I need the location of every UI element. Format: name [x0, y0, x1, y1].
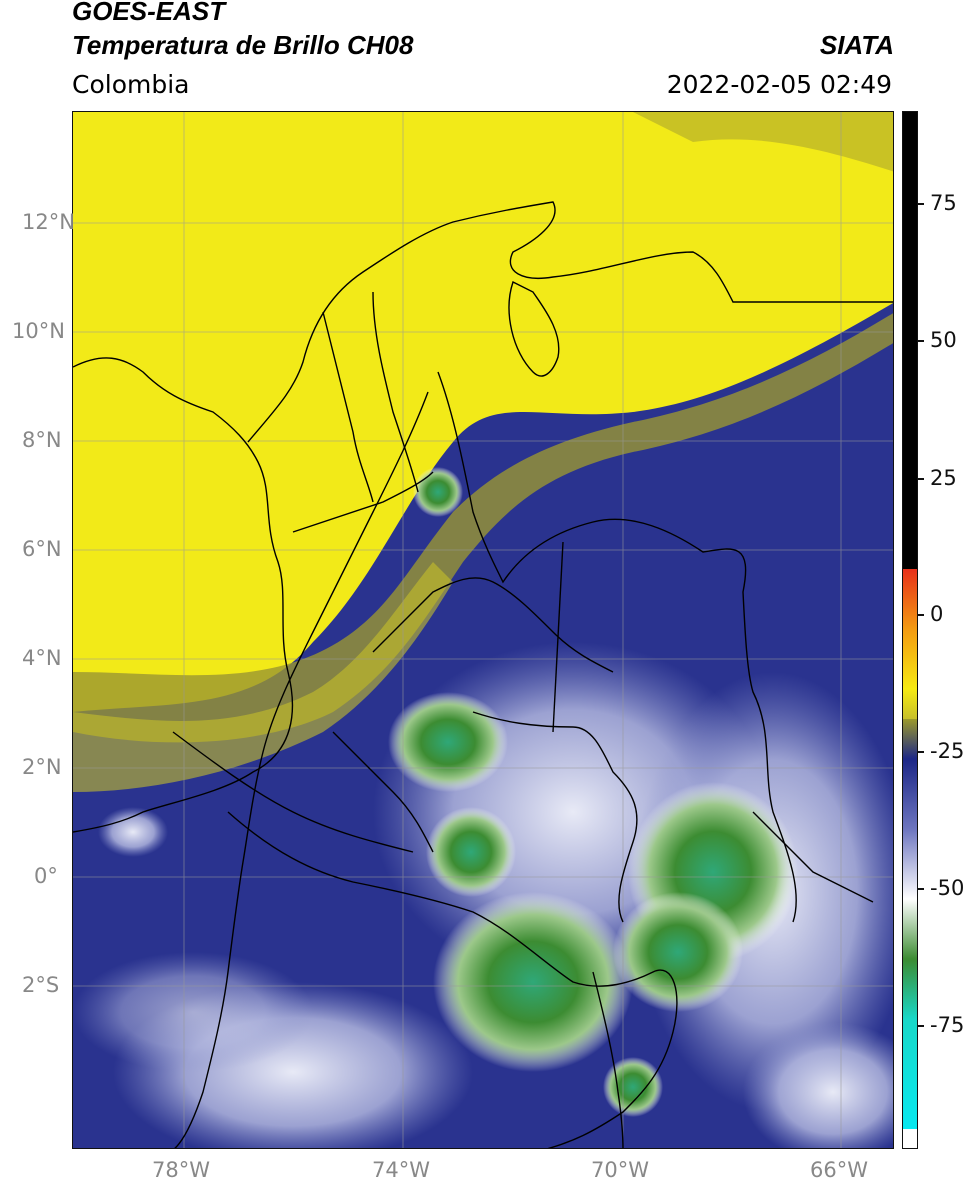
convective-cloud-6	[603, 1057, 663, 1117]
cbar-label-minus25: -25	[930, 739, 965, 763]
convective-cloud-3	[433, 892, 633, 1072]
convective-cloud-5	[613, 892, 743, 1012]
convective-cloud-2	[426, 807, 516, 897]
lon-label-70w: 70°W	[591, 1158, 649, 1182]
lat-label-2s: 2°S	[22, 973, 60, 997]
internal-boundary-2	[372, 577, 614, 673]
colorbar-blue	[903, 759, 917, 899]
lat-label-12n: 12°N	[22, 210, 75, 234]
colorbar-black	[903, 112, 917, 569]
olive-cloud-top	[633, 112, 893, 172]
cbar-label-0: 0	[930, 602, 944, 626]
cbar-tick-minus75	[918, 1025, 924, 1027]
colorbar-green	[903, 899, 917, 1019]
cbar-tick-0	[918, 614, 924, 616]
title-product: Temperatura de Brillo CH08	[72, 30, 414, 60]
colorbar-cyan	[903, 1019, 917, 1129]
title-satellite: GOES-EAST	[72, 0, 226, 26]
org-label: SIATA	[819, 30, 894, 60]
cbar-label-25: 25	[930, 466, 957, 490]
cbar-tick-75	[918, 203, 924, 205]
cbar-tick-25	[918, 478, 924, 480]
lat-label-10n: 10°N	[12, 319, 65, 343]
cbar-label-75: 75	[930, 191, 957, 215]
internal-boundary-9	[592, 971, 624, 1148]
internal-boundary-6	[552, 541, 564, 733]
haze-southeast	[743, 1022, 893, 1148]
border-venezuela	[437, 371, 797, 923]
colorbar	[902, 111, 918, 1149]
internal-boundary-5	[172, 731, 414, 853]
border-east	[752, 811, 874, 903]
border-ecuador-peru	[227, 811, 678, 1148]
cbar-tick-minus25	[918, 751, 924, 753]
graticule	[73, 112, 893, 1148]
internal-boundary-7	[372, 291, 419, 493]
lake-maracaibo	[508, 281, 560, 377]
lat-label-6n: 6°N	[22, 537, 62, 561]
cbar-label-minus75: -75	[930, 1013, 965, 1037]
boundaries	[73, 201, 893, 1148]
internal-boundary-4	[332, 731, 434, 853]
datetime-label: 2022-02-05 02:49	[666, 70, 892, 99]
olive-transition-band	[73, 313, 893, 743]
map-svg	[73, 112, 893, 1148]
internal-boundary-3	[292, 471, 434, 533]
lon-label-78w: 78°W	[152, 1158, 210, 1182]
colorbar-warm	[903, 569, 917, 719]
lat-label-8n: 8°N	[22, 428, 62, 452]
lon-label-74w: 74°W	[372, 1158, 430, 1182]
lat-label-4n: 4°N	[22, 646, 62, 670]
cbar-label-50: 50	[930, 328, 957, 352]
haze-west	[73, 952, 313, 1072]
convective-cloud-7	[413, 467, 463, 517]
cbar-tick-50	[918, 340, 924, 342]
coastline-west	[73, 357, 294, 833]
cbar-label-minus50: -50	[930, 876, 965, 900]
internal-boundary-8	[322, 311, 374, 503]
convective-cloud-1	[388, 692, 508, 792]
cbar-tick-minus50	[918, 888, 924, 890]
colorbar-olive	[903, 719, 917, 759]
internal-boundary-1	[472, 711, 638, 923]
yellow-band-south	[73, 562, 453, 792]
colorbar-white	[903, 1129, 917, 1147]
coastline-north	[247, 201, 893, 443]
lon-label-66w: 66°W	[810, 1158, 868, 1182]
haze-coast	[98, 807, 168, 857]
region-label: Colombia	[72, 70, 190, 99]
lat-label-2n: 2°N	[22, 755, 62, 779]
satellite-map[interactable]	[72, 111, 894, 1149]
lat-label-0: 0°	[34, 864, 58, 888]
